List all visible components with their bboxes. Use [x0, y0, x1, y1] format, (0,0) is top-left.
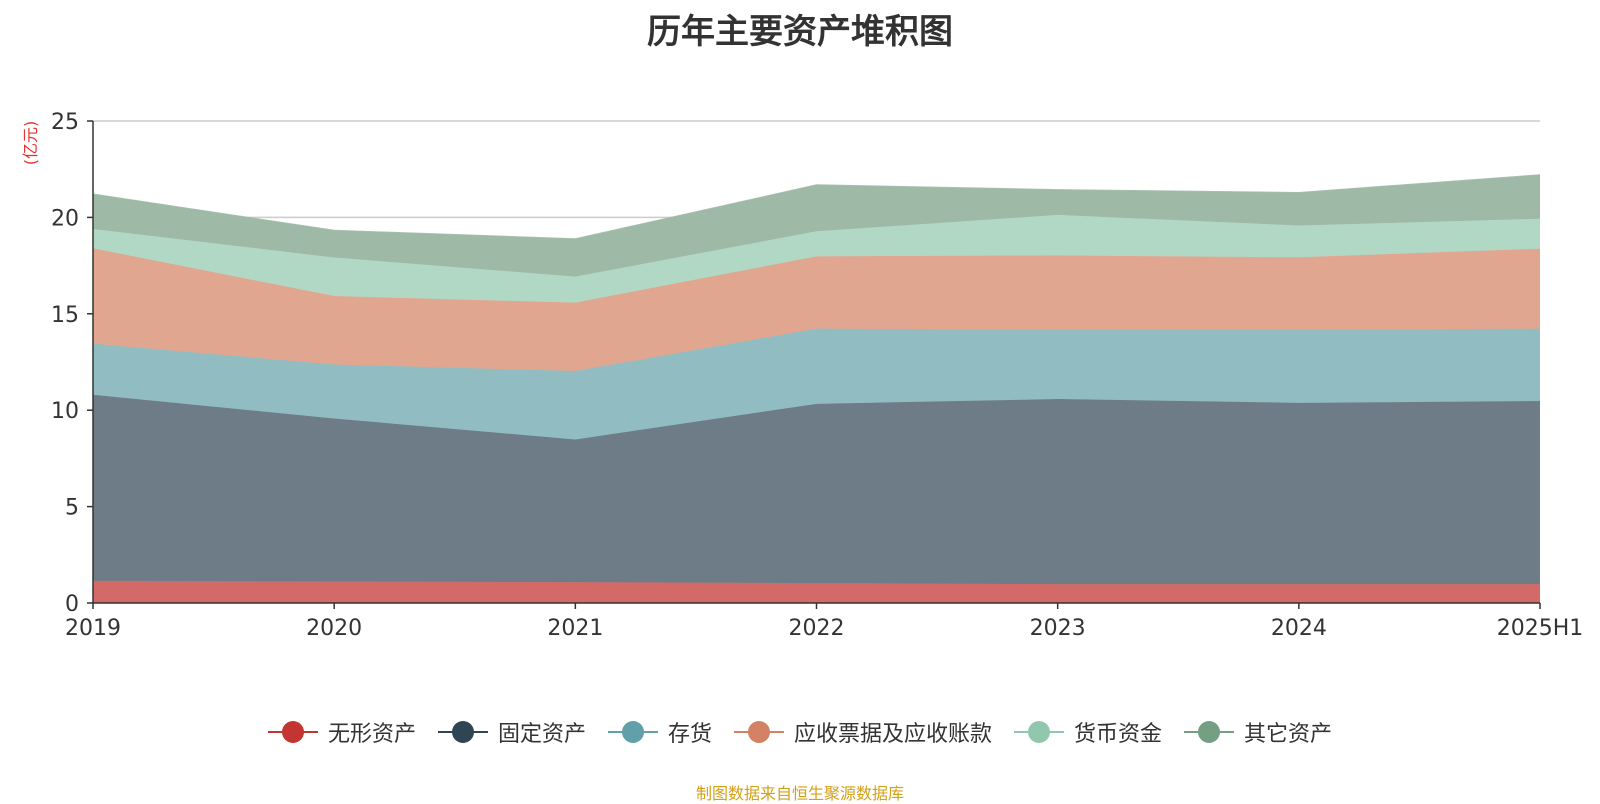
x-tick-label-1: 2020: [306, 616, 362, 641]
legend-marker-icon: [1184, 720, 1235, 744]
x-tick-label-5: 2024: [1271, 616, 1327, 641]
area-series-2: [93, 394, 1540, 585]
legend-item-6[interactable]: 其它资产: [1184, 716, 1332, 748]
legend-marker-icon: [437, 720, 488, 744]
area-series-3: [93, 328, 1540, 440]
legend-item-1[interactable]: 无形资产: [267, 716, 416, 748]
legend-label: 存货: [667, 722, 712, 747]
area-series-1: [93, 580, 1540, 603]
x-tick-label-0: 2019: [65, 616, 121, 641]
legend-label: 货币资金: [1074, 722, 1163, 747]
x-tick-label-2: 2021: [547, 616, 603, 641]
chart-legend: 无形资产 固定资产 存货 应收票据及应收账款 货币资金 其它资产: [0, 716, 1600, 748]
y-axis-label: (亿元): [21, 121, 40, 166]
y-tick-label-4: 20: [51, 206, 79, 231]
legend-marker-icon: [734, 720, 784, 744]
area-series-5: [93, 214, 1540, 303]
legend-item-4[interactable]: 应收票据及应收账款: [734, 716, 992, 748]
area-series: [92, 174, 1541, 603]
legend-label: 其它资产: [1244, 722, 1333, 747]
x-tick-label-3: 2022: [789, 616, 845, 641]
axes: 0 5 10 15 20 25 2019 2020 2021 2022 2023 2024 2025H1: [51, 110, 1583, 641]
legend-label: 固定资产: [497, 722, 586, 747]
x-tick-label-6: 2025H1: [1497, 616, 1584, 641]
source-note: 制图数据来自恒生聚源数据库: [695, 784, 904, 803]
legend-label: 无形资产: [327, 722, 416, 747]
legend-item-2[interactable]: 固定资产: [437, 716, 586, 748]
legend-label: 应收票据及应收账款: [794, 722, 993, 747]
area-series-4: [93, 248, 1540, 372]
series-line-6: [92, 174, 1541, 240]
y-tick-label-5: 25: [51, 110, 79, 135]
y-tick-label-2: 10: [51, 399, 79, 424]
legend-item-5[interactable]: 货币资金: [1014, 716, 1162, 748]
legend-marker-icon: [267, 720, 318, 744]
legend-item-3[interactable]: 存货: [607, 716, 712, 748]
chart-title: 历年主要资产堆积图: [647, 12, 953, 52]
y-tick-label-3: 15: [51, 303, 79, 328]
legend-marker-icon: [1014, 720, 1065, 744]
legend-marker-icon: [607, 720, 658, 744]
y-tick-label-1: 5: [65, 496, 79, 521]
area-series-6: [93, 174, 1540, 277]
y-tick-label-0: 0: [65, 592, 79, 617]
x-tick-label-4: 2023: [1030, 616, 1086, 641]
